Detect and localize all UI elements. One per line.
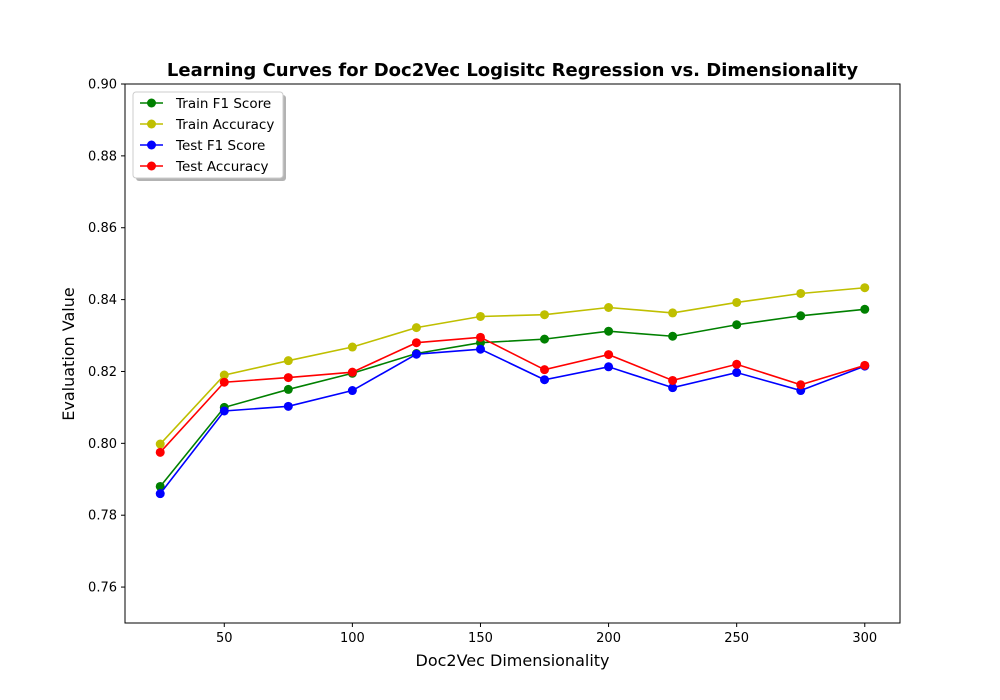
x-tick-label: 200 <box>596 631 621 646</box>
data-point-train-f1-score <box>796 311 806 321</box>
y-tick-label: 0.88 <box>88 149 117 164</box>
data-point-train-accuracy <box>668 308 678 318</box>
data-point-train-accuracy <box>796 288 806 298</box>
data-point-test-accuracy <box>219 377 229 387</box>
x-tick-label: 100 <box>340 631 365 646</box>
data-point-test-accuracy <box>604 350 614 360</box>
data-point-test-accuracy <box>155 447 165 457</box>
legend-marker-test-f1-score <box>147 140 156 150</box>
data-point-test-f1-score <box>283 401 293 411</box>
data-point-test-accuracy <box>668 375 678 385</box>
x-tick-label: 50 <box>216 631 233 646</box>
data-point-test-accuracy <box>475 332 485 342</box>
data-point-test-f1-score <box>604 362 614 372</box>
data-point-train-accuracy <box>347 342 357 352</box>
data-point-train-accuracy <box>732 297 742 307</box>
data-point-train-f1-score <box>732 320 742 330</box>
y-tick-label: 0.80 <box>88 437 117 452</box>
y-tick-label: 0.82 <box>88 365 117 380</box>
data-point-train-accuracy <box>283 356 293 366</box>
data-point-test-accuracy <box>411 338 421 348</box>
data-point-train-f1-score <box>860 304 870 314</box>
data-point-train-accuracy <box>860 283 870 293</box>
legend-marker-train-accuracy <box>147 119 156 129</box>
data-point-test-f1-score <box>475 344 485 354</box>
legend-box <box>132 91 284 179</box>
data-point-train-f1-score <box>668 331 678 341</box>
data-point-test-f1-score <box>411 349 421 359</box>
series-lines <box>155 283 870 499</box>
data-point-train-accuracy <box>219 370 229 380</box>
y-tick-label: 0.90 <box>88 78 117 93</box>
legend-marker-train-f1-score <box>147 98 156 108</box>
y-tick-label: 0.78 <box>88 509 117 524</box>
data-point-train-f1-score <box>283 384 293 394</box>
y-tick-label: 0.84 <box>88 293 117 308</box>
legend-label-train-f1-score: Train F1 Score <box>175 96 271 112</box>
series-line-test-accuracy <box>159 336 866 453</box>
data-point-test-f1-score <box>347 386 357 396</box>
x-axis-label: Doc2Vec Dimensionality <box>416 651 610 670</box>
data-point-train-accuracy <box>475 311 485 321</box>
legend-label-train-accuracy: Train Accuracy <box>175 117 274 133</box>
series-line-train-f1-score <box>159 308 865 487</box>
data-point-test-f1-score <box>155 489 165 499</box>
data-point-test-f1-score <box>219 406 229 416</box>
data-point-test-f1-score <box>732 368 742 378</box>
legend-marker-test-accuracy <box>147 161 156 171</box>
data-point-test-accuracy <box>540 365 550 375</box>
data-point-train-f1-score <box>604 326 614 336</box>
legend: Train F1 Score Train Accuracy Test F1 Scor… <box>132 91 286 181</box>
data-point-train-accuracy <box>604 303 614 313</box>
y-tick-label: 0.76 <box>88 581 117 596</box>
series-line-test-f1-score <box>159 348 866 495</box>
data-point-test-accuracy <box>283 373 293 383</box>
data-point-train-f1-score <box>155 481 165 491</box>
y-axis-label: Evaluation Value <box>59 287 78 420</box>
plot-frame <box>124 83 901 624</box>
data-point-train-f1-score <box>540 334 550 344</box>
x-tick-label: 250 <box>724 631 749 646</box>
series-line-train-accuracy <box>159 286 865 445</box>
data-point-train-accuracy <box>155 439 165 449</box>
data-point-train-accuracy <box>540 310 550 320</box>
x-tick-label: 300 <box>852 631 877 646</box>
data-point-test-f1-score <box>668 383 678 393</box>
data-point-test-accuracy <box>860 360 870 370</box>
chart-title: Learning Curves for Doc2Vec Logisitc Reg… <box>167 60 858 81</box>
legend-label-test-accuracy: Test Accuracy <box>175 159 269 175</box>
legend-label-test-f1-score: Test F1 Score <box>175 138 265 154</box>
y-tick-label: 0.86 <box>88 221 117 236</box>
x-tick-label: 150 <box>468 631 493 646</box>
data-point-test-accuracy <box>796 380 806 390</box>
data-point-train-accuracy <box>411 323 421 333</box>
data-point-test-accuracy <box>732 359 742 369</box>
axis-ticks: 50 100 150 200 250 300 0.76 0.78 0.80 0.82 0.84 0.8… <box>88 78 877 647</box>
data-point-test-accuracy <box>347 367 357 377</box>
plot-area <box>124 83 901 624</box>
data-point-test-f1-score <box>540 375 550 385</box>
